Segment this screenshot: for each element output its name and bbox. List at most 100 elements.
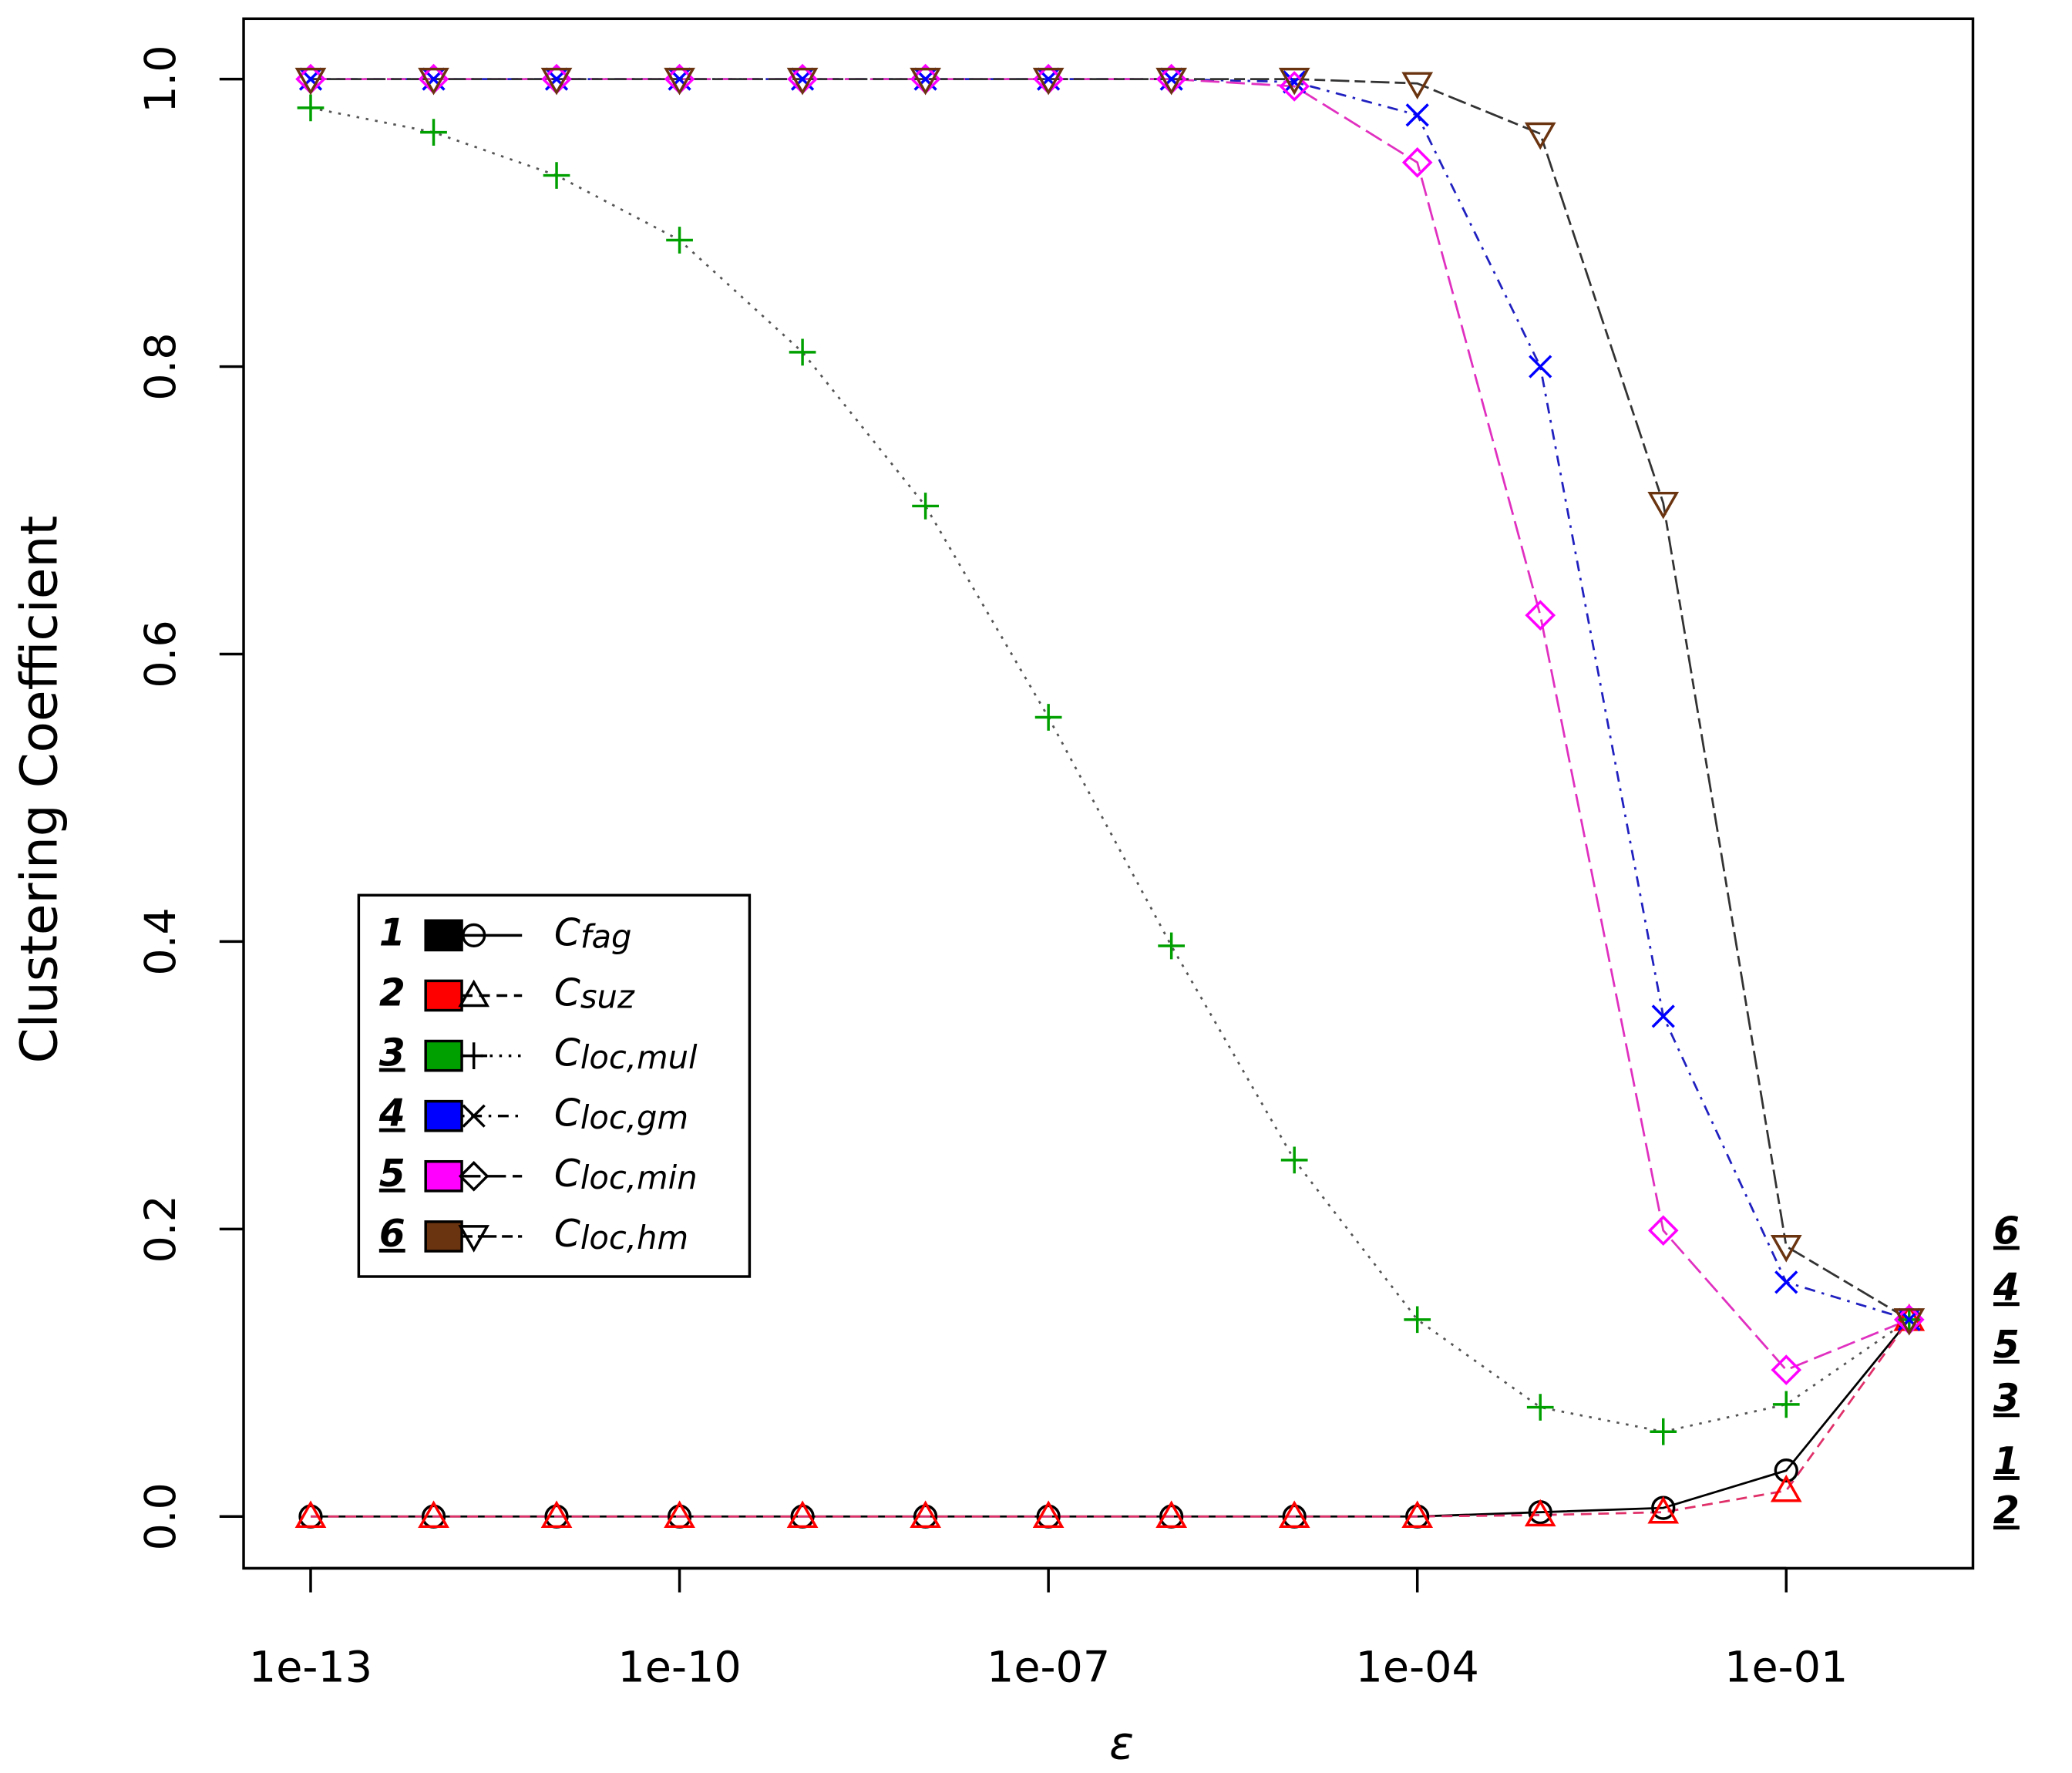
- marker: [786, 1500, 819, 1529]
- marker: [1404, 1306, 1431, 1334]
- legend-subscript: loc,mul: [580, 1038, 698, 1076]
- legend-symbol: C: [554, 911, 580, 954]
- series-end-label: 6: [1993, 1209, 2020, 1253]
- marker: [462, 1104, 486, 1128]
- legend-subscript: loc,gm: [580, 1098, 688, 1136]
- marker: [664, 1500, 695, 1529]
- marker: [1647, 1215, 1679, 1246]
- marker: [1526, 1394, 1554, 1421]
- series-end-label: 2: [1993, 1489, 2020, 1532]
- marker: [1524, 1499, 1556, 1527]
- x-tick-label: 1e-04: [1356, 1642, 1479, 1692]
- legend-label: Cloc,gm: [554, 1092, 688, 1136]
- y-axis-label: Clustering Coefficient: [10, 516, 69, 1064]
- marker: [458, 1160, 489, 1192]
- marker: [420, 119, 447, 146]
- legend-symbol: C: [554, 1152, 580, 1196]
- legend-swatch: [424, 979, 463, 1012]
- legend-label: Cloc,mul: [554, 1032, 698, 1076]
- marker: [1032, 67, 1065, 96]
- marker: [540, 1500, 573, 1529]
- marker: [1647, 1495, 1680, 1524]
- marker: [1032, 1500, 1065, 1529]
- marker: [1279, 71, 1310, 102]
- legend-id: 5: [379, 1152, 405, 1196]
- legend-symbol: C: [554, 1092, 580, 1135]
- series-end-label: 4: [1993, 1266, 2020, 1309]
- marker: [786, 67, 819, 96]
- legend-symbol: C: [554, 1213, 580, 1256]
- marker: [297, 94, 325, 122]
- marker: [460, 1042, 488, 1069]
- marker: [1278, 67, 1310, 96]
- x-tick-label: 1e-10: [617, 1642, 741, 1692]
- marker: [910, 1500, 941, 1529]
- marker: [418, 67, 449, 96]
- series-line: [310, 1318, 1910, 1518]
- series-end-label: 1: [1993, 1440, 2020, 1483]
- x-axis-label: ε: [1109, 1716, 1134, 1769]
- legend-subscript: suz: [580, 978, 635, 1016]
- marker: [664, 67, 695, 96]
- legend-id: 1: [379, 911, 405, 954]
- y-tick-label: 0.8: [136, 332, 186, 400]
- marker: [1525, 600, 1556, 631]
- x-tick-label: 1e-01: [1724, 1642, 1848, 1692]
- series-line: [310, 78, 1910, 1321]
- legend-swatch: [424, 1039, 463, 1072]
- y-tick-label: 0.4: [136, 907, 186, 975]
- marker: [1401, 72, 1434, 100]
- marker: [458, 1225, 490, 1253]
- marker: [1280, 1146, 1308, 1174]
- y-tick-label: 0.2: [136, 1195, 186, 1263]
- marker: [294, 67, 327, 96]
- marker: [1034, 704, 1062, 731]
- legend-swatch: [424, 1099, 463, 1132]
- marker: [1283, 70, 1307, 94]
- x-tick-label: 1e-07: [987, 1642, 1110, 1692]
- legend-id: 4: [378, 1092, 405, 1135]
- legend-subscript: fag: [580, 918, 632, 956]
- marker: [1770, 1474, 1802, 1502]
- series-end-label: 3: [1993, 1377, 2020, 1420]
- marker: [1155, 1500, 1188, 1529]
- marker: [1772, 1391, 1800, 1418]
- legend-id: 6: [379, 1213, 405, 1256]
- legend-swatch: [424, 919, 463, 952]
- legend-box: [357, 893, 752, 1278]
- marker: [1405, 103, 1429, 127]
- legend-subscript: loc,min: [580, 1159, 698, 1196]
- marker: [294, 1500, 327, 1529]
- marker: [462, 923, 486, 947]
- legend-subscript: loc,hm: [580, 1219, 688, 1257]
- marker: [1529, 355, 1552, 378]
- marker: [540, 67, 573, 96]
- marker: [1401, 1500, 1434, 1529]
- marker: [1893, 1308, 1926, 1336]
- legend-id: 2: [379, 971, 405, 1014]
- y-tick-label: 0.6: [136, 620, 186, 688]
- marker: [1770, 1234, 1802, 1263]
- marker: [543, 162, 570, 189]
- plot-frame: [242, 17, 1975, 1570]
- series-line: [310, 78, 1910, 1321]
- legend-label: Cfag: [554, 911, 632, 955]
- marker: [789, 338, 816, 366]
- legend-symbol: C: [554, 1032, 580, 1075]
- marker: [1774, 1270, 1798, 1294]
- marker: [1650, 1418, 1677, 1445]
- legend-label: Csuz: [554, 971, 635, 1015]
- marker: [1771, 1354, 1802, 1385]
- marker: [1278, 1500, 1310, 1529]
- marker: [1155, 67, 1188, 96]
- series-end-label: 5: [1993, 1324, 2020, 1367]
- marker: [666, 227, 693, 254]
- marker: [912, 493, 939, 520]
- marker: [1651, 1004, 1675, 1028]
- legend-symbol: C: [554, 971, 580, 1014]
- legend-label: Cloc,hm: [554, 1213, 688, 1257]
- legend-swatch: [424, 1220, 463, 1253]
- legend-label: Cloc,min: [554, 1152, 698, 1196]
- y-tick-label: 1.0: [136, 45, 186, 113]
